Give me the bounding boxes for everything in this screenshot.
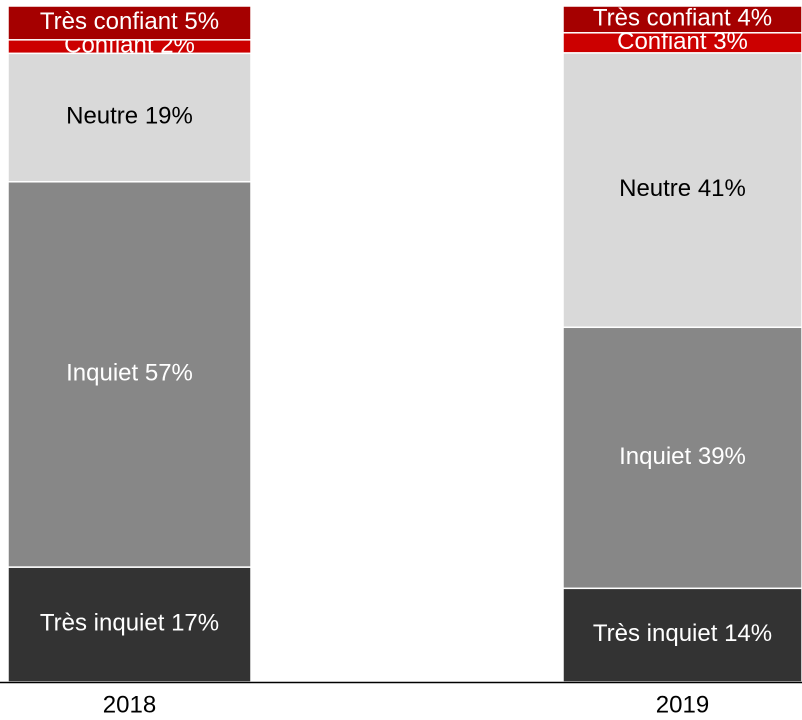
segment-value: 39% [698, 443, 746, 470]
segment-name: Très confiant [593, 5, 731, 32]
segment-label: Neutre 19% [66, 103, 193, 130]
segment-name: Très confiant [40, 8, 178, 35]
segment-label: Très confiant 4% [593, 5, 772, 32]
segment-label: Très confiant 5% [40, 8, 219, 35]
bar-segment [7, 5, 252, 41]
segment-label: Inquiet 39% [619, 443, 746, 470]
bar-segment [7, 566, 252, 683]
segment-value: 41% [698, 175, 746, 202]
segment-value: 14% [724, 620, 772, 647]
segment-value: 5% [184, 8, 219, 35]
segment-value: 57% [145, 360, 193, 387]
segment-name: Neutre [66, 103, 138, 130]
bar-segment [562, 326, 802, 590]
segment-label: Très inquiet 17% [40, 610, 219, 637]
segment-name: Très inquiet [593, 620, 718, 647]
segment-label: Inquiet 57% [66, 360, 193, 387]
segment-value: 19% [145, 103, 193, 130]
segment-label: Neutre 41% [619, 175, 746, 202]
segment-name: Très inquiet [40, 610, 165, 637]
x-tick-label: 2018 [103, 691, 156, 718]
bar-segment [562, 5, 802, 34]
x-tick-label: 2019 [656, 691, 709, 718]
segment-name: Neutre [619, 175, 691, 202]
segment-name: Inquiet [619, 443, 691, 470]
segment-name: Inquiet [66, 360, 138, 387]
bar-segment [7, 181, 252, 568]
segment-label: Très inquiet 14% [593, 620, 772, 647]
segment-value: 17% [171, 610, 219, 637]
segment-value: 4% [737, 5, 772, 32]
